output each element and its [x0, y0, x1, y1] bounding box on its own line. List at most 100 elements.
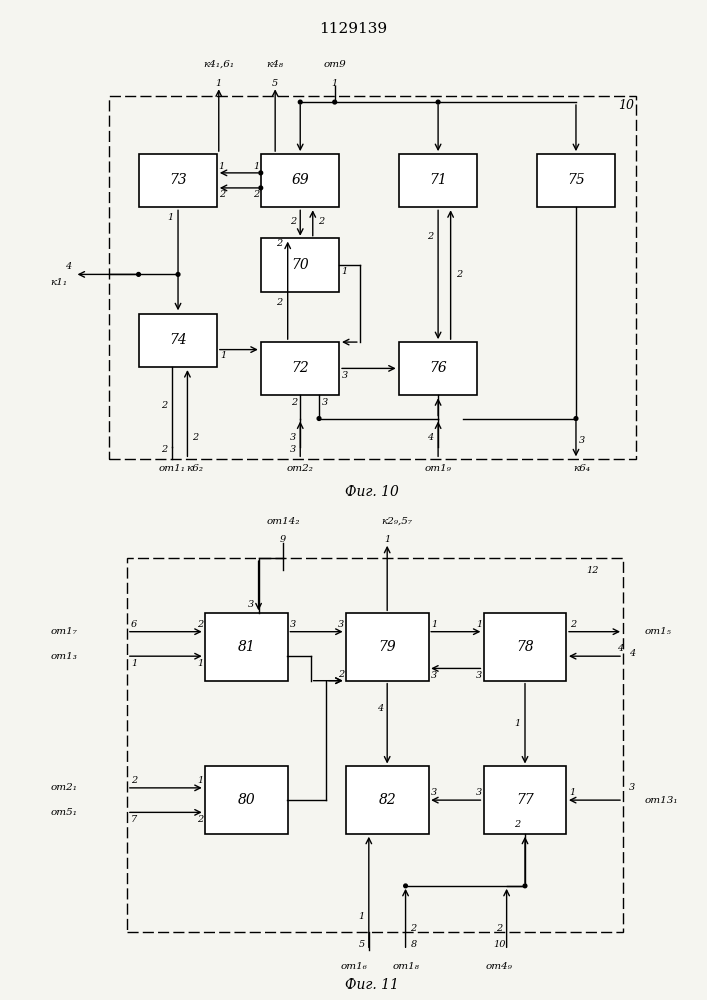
- Text: 1: 1: [332, 79, 338, 88]
- Bar: [139, 154, 217, 207]
- Bar: [205, 613, 288, 681]
- Text: 3: 3: [629, 783, 636, 792]
- Text: 1: 1: [168, 214, 174, 223]
- Bar: [484, 613, 566, 681]
- Circle shape: [176, 273, 180, 276]
- Text: от1₅: от1₅: [645, 627, 672, 636]
- Text: 1: 1: [220, 351, 226, 360]
- Text: 2: 2: [161, 401, 168, 410]
- Text: к6₂: к6₂: [187, 464, 204, 473]
- Text: к6₄: к6₄: [574, 464, 591, 473]
- Bar: [261, 238, 339, 292]
- Text: 1: 1: [253, 162, 259, 171]
- Text: от14₂: от14₂: [267, 517, 300, 526]
- Circle shape: [404, 884, 407, 888]
- Circle shape: [298, 100, 302, 104]
- Text: 69: 69: [291, 173, 309, 187]
- Text: 2: 2: [192, 433, 198, 442]
- Text: 1: 1: [218, 162, 225, 171]
- Text: 5: 5: [358, 940, 365, 949]
- Text: 3: 3: [431, 788, 438, 797]
- Text: 1: 1: [131, 659, 137, 668]
- Circle shape: [574, 417, 578, 420]
- Circle shape: [136, 273, 141, 276]
- Bar: [127, 558, 623, 932]
- Circle shape: [259, 186, 262, 190]
- Text: 80: 80: [238, 793, 255, 807]
- Text: 4: 4: [617, 644, 623, 653]
- Bar: [109, 96, 636, 459]
- Text: 1: 1: [431, 620, 438, 629]
- Circle shape: [317, 417, 321, 420]
- Bar: [261, 154, 339, 207]
- Text: 2: 2: [131, 776, 137, 785]
- Text: 2: 2: [276, 298, 283, 307]
- Text: 4: 4: [428, 433, 433, 442]
- Text: от1₃: от1₃: [51, 652, 78, 661]
- Text: 2: 2: [197, 620, 204, 629]
- Text: 77: 77: [516, 793, 534, 807]
- Text: 3: 3: [290, 445, 296, 454]
- Text: 10: 10: [493, 940, 506, 949]
- Text: 70: 70: [291, 258, 309, 272]
- Text: Фиг. 10: Фиг. 10: [345, 485, 399, 499]
- Text: 3: 3: [342, 371, 349, 380]
- Text: от1₉: от1₉: [425, 464, 452, 473]
- Text: от1₇: от1₇: [51, 627, 78, 636]
- Text: 2: 2: [161, 445, 168, 454]
- Bar: [484, 766, 566, 834]
- Circle shape: [259, 171, 262, 175]
- Text: от2₁: от2₁: [51, 783, 78, 792]
- Text: 1129139: 1129139: [320, 22, 387, 36]
- Text: 75: 75: [567, 173, 585, 187]
- Text: 1: 1: [341, 267, 347, 276]
- Text: от5₁: от5₁: [51, 808, 78, 817]
- Text: 2: 2: [455, 270, 462, 279]
- Circle shape: [436, 100, 440, 104]
- Text: Фиг. 11: Фиг. 11: [345, 978, 399, 992]
- Text: 9: 9: [280, 535, 286, 544]
- Text: 71: 71: [429, 173, 447, 187]
- Text: 72: 72: [291, 361, 309, 375]
- Text: 1: 1: [476, 620, 482, 629]
- Text: 81: 81: [238, 640, 255, 654]
- Text: 1: 1: [197, 659, 204, 668]
- Text: 73: 73: [169, 173, 187, 187]
- Text: 3: 3: [431, 671, 438, 680]
- Text: к4₁,6₁: к4₁,6₁: [204, 60, 234, 69]
- Text: 2: 2: [317, 217, 324, 226]
- Text: 12: 12: [586, 566, 599, 575]
- Text: 2: 2: [428, 232, 433, 241]
- Text: 7: 7: [131, 815, 137, 824]
- Text: 6: 6: [131, 620, 137, 629]
- Text: 2: 2: [253, 190, 259, 199]
- Text: 2: 2: [218, 190, 225, 199]
- Text: 1: 1: [515, 719, 521, 728]
- Bar: [346, 766, 428, 834]
- Text: 3: 3: [322, 398, 329, 407]
- Text: 3: 3: [579, 436, 585, 445]
- Text: 4: 4: [377, 704, 383, 713]
- Text: к1₁: к1₁: [50, 278, 67, 287]
- Text: от1₆: от1₆: [340, 962, 367, 971]
- Text: 2: 2: [570, 620, 576, 629]
- Text: 2: 2: [496, 924, 503, 933]
- Bar: [261, 342, 339, 395]
- Text: 1: 1: [384, 535, 390, 544]
- Text: от1₁: от1₁: [158, 464, 185, 473]
- Text: 2: 2: [197, 815, 204, 824]
- Bar: [205, 766, 288, 834]
- Bar: [399, 342, 477, 395]
- Text: к4₈: к4₈: [267, 60, 284, 69]
- Text: 1: 1: [197, 776, 204, 785]
- Text: от4₉: от4₉: [486, 962, 513, 971]
- Bar: [346, 613, 428, 681]
- Text: 8: 8: [410, 940, 416, 949]
- Text: 1: 1: [216, 79, 222, 88]
- Text: 1: 1: [358, 912, 365, 921]
- Text: 5: 5: [272, 79, 279, 88]
- Text: 10: 10: [618, 99, 634, 112]
- Text: 78: 78: [516, 640, 534, 654]
- Text: 82: 82: [378, 793, 396, 807]
- Text: 2: 2: [291, 398, 297, 407]
